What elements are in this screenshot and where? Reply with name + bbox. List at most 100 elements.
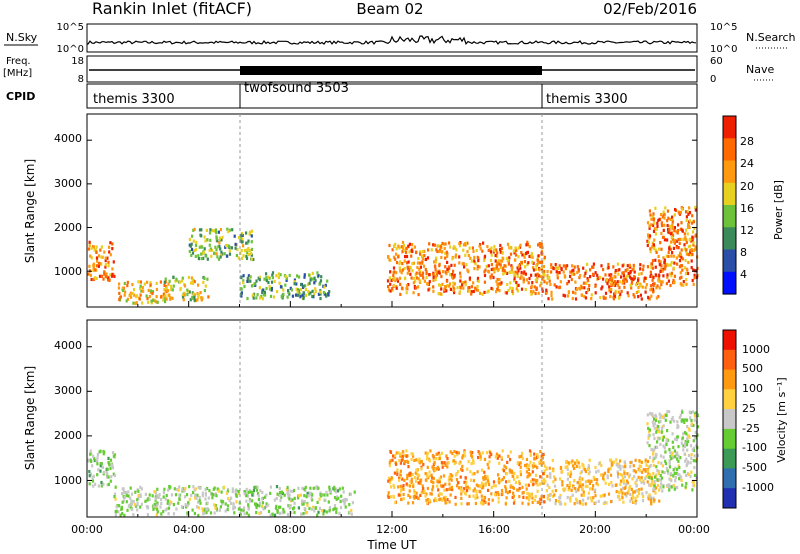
heatmap-cell (201, 507, 204, 511)
heatmap-cell (477, 455, 480, 460)
heatmap-cell (245, 511, 249, 515)
heatmap-cell (92, 277, 96, 282)
heatmap-cell (526, 243, 529, 247)
heatmap-cell (317, 292, 320, 296)
heatmap-cell (388, 276, 391, 280)
heatmap-cell (592, 484, 595, 488)
heatmap-cell (288, 506, 291, 510)
heatmap-cell (513, 251, 516, 255)
heatmap-cell (405, 254, 409, 259)
heatmap-cell (456, 453, 459, 457)
heatmap-cell (121, 487, 124, 491)
heatmap-cell (164, 297, 167, 301)
heatmap-cell (678, 416, 681, 420)
heatmap-cell (137, 493, 140, 498)
heatmap-cell (277, 493, 281, 497)
heatmap-cell (662, 267, 665, 271)
heatmap-cell (583, 286, 586, 290)
heatmap-cell (333, 488, 336, 492)
heatmap-cell (529, 453, 532, 457)
heatmap-cell (627, 271, 630, 276)
heatmap-cell (575, 459, 579, 463)
heatmap-cell (428, 474, 431, 478)
heatmap-cell (635, 290, 638, 295)
heatmap-cell (284, 283, 287, 287)
heatmap-cell (205, 254, 208, 258)
heatmap-cell (411, 501, 415, 505)
velocity-cbar-tick-m25: -25 (742, 422, 760, 435)
heatmap-cell (484, 483, 487, 487)
heatmap-cell (637, 289, 640, 293)
heatmap-cell (511, 470, 514, 475)
heatmap-cell (131, 291, 134, 296)
heatmap-cell (308, 273, 311, 277)
heatmap-cell (267, 503, 270, 507)
heatmap-cell (630, 497, 633, 501)
cpid-label: CPID (6, 90, 35, 103)
heatmap-cell (421, 256, 424, 261)
heatmap-cell (407, 260, 410, 264)
heatmap-cell (118, 297, 121, 302)
heatmap-cell (398, 476, 401, 480)
heatmap-cell (405, 247, 408, 251)
heatmap-cell (311, 289, 314, 293)
heatmap-cell (440, 498, 443, 502)
heatmap-cell (586, 277, 589, 281)
heatmap-cell (404, 250, 408, 255)
heatmap-cell (469, 470, 472, 474)
heatmap-cell (213, 511, 216, 515)
heatmap-cell (404, 277, 407, 281)
heatmap-cell (170, 501, 173, 505)
power-cbar-tick-16: 16 (740, 202, 754, 215)
heatmap-cell (95, 250, 98, 254)
heatmap-cell (638, 459, 641, 463)
heatmap-cell (518, 482, 521, 486)
heatmap-cell (460, 492, 463, 496)
heatmap-cell (652, 246, 655, 250)
heatmap-cell (667, 250, 670, 254)
heatmap-cell (649, 213, 652, 217)
heatmap-cell (689, 244, 692, 248)
heatmap-cell (411, 269, 414, 273)
heatmap-cell (406, 271, 409, 275)
heatmap-cell (322, 512, 325, 516)
heatmap-cell (500, 281, 503, 285)
velocity-cbar-tick-m1000: -1000 (742, 481, 774, 494)
heatmap-cell (407, 244, 410, 248)
heatmap-cell (312, 486, 315, 490)
heatmap-cell (527, 281, 530, 285)
heatmap-cell (636, 494, 639, 498)
heatmap-cell (588, 283, 591, 288)
heatmap-cell (676, 467, 679, 471)
heatmap-cell (102, 470, 106, 474)
heatmap-cell (534, 464, 537, 468)
heatmap-cell (665, 254, 668, 258)
heatmap-cell (517, 246, 520, 250)
heatmap-cell (210, 492, 213, 496)
heatmap-cell (519, 473, 522, 477)
heatmap-cell (647, 497, 650, 501)
heatmap-cell (476, 288, 479, 292)
heatmap-cell (683, 470, 686, 474)
heatmap-cell (167, 506, 171, 510)
heatmap-cell (206, 238, 209, 242)
heatmap-cell (431, 485, 435, 489)
heatmap-cell (665, 467, 668, 471)
heatmap-cell (186, 511, 189, 515)
heatmap-cell (92, 268, 95, 273)
heatmap-cell (509, 458, 512, 462)
heatmap-cell (625, 494, 628, 498)
heatmap-cell (535, 264, 538, 268)
heatmap-cell (689, 239, 693, 243)
heatmap-cell (135, 301, 138, 305)
heatmap-cell (626, 274, 629, 278)
heatmap-cell (468, 487, 471, 491)
heatmap-cell (223, 252, 226, 256)
power-cbar-tick-28: 28 (740, 135, 754, 148)
heatmap-cell (107, 276, 110, 280)
heatmap-cell (566, 264, 569, 268)
heatmap-cell (198, 495, 201, 500)
heatmap-cell (408, 250, 411, 254)
heatmap-cell (629, 473, 632, 477)
heatmap-cell (694, 245, 697, 249)
